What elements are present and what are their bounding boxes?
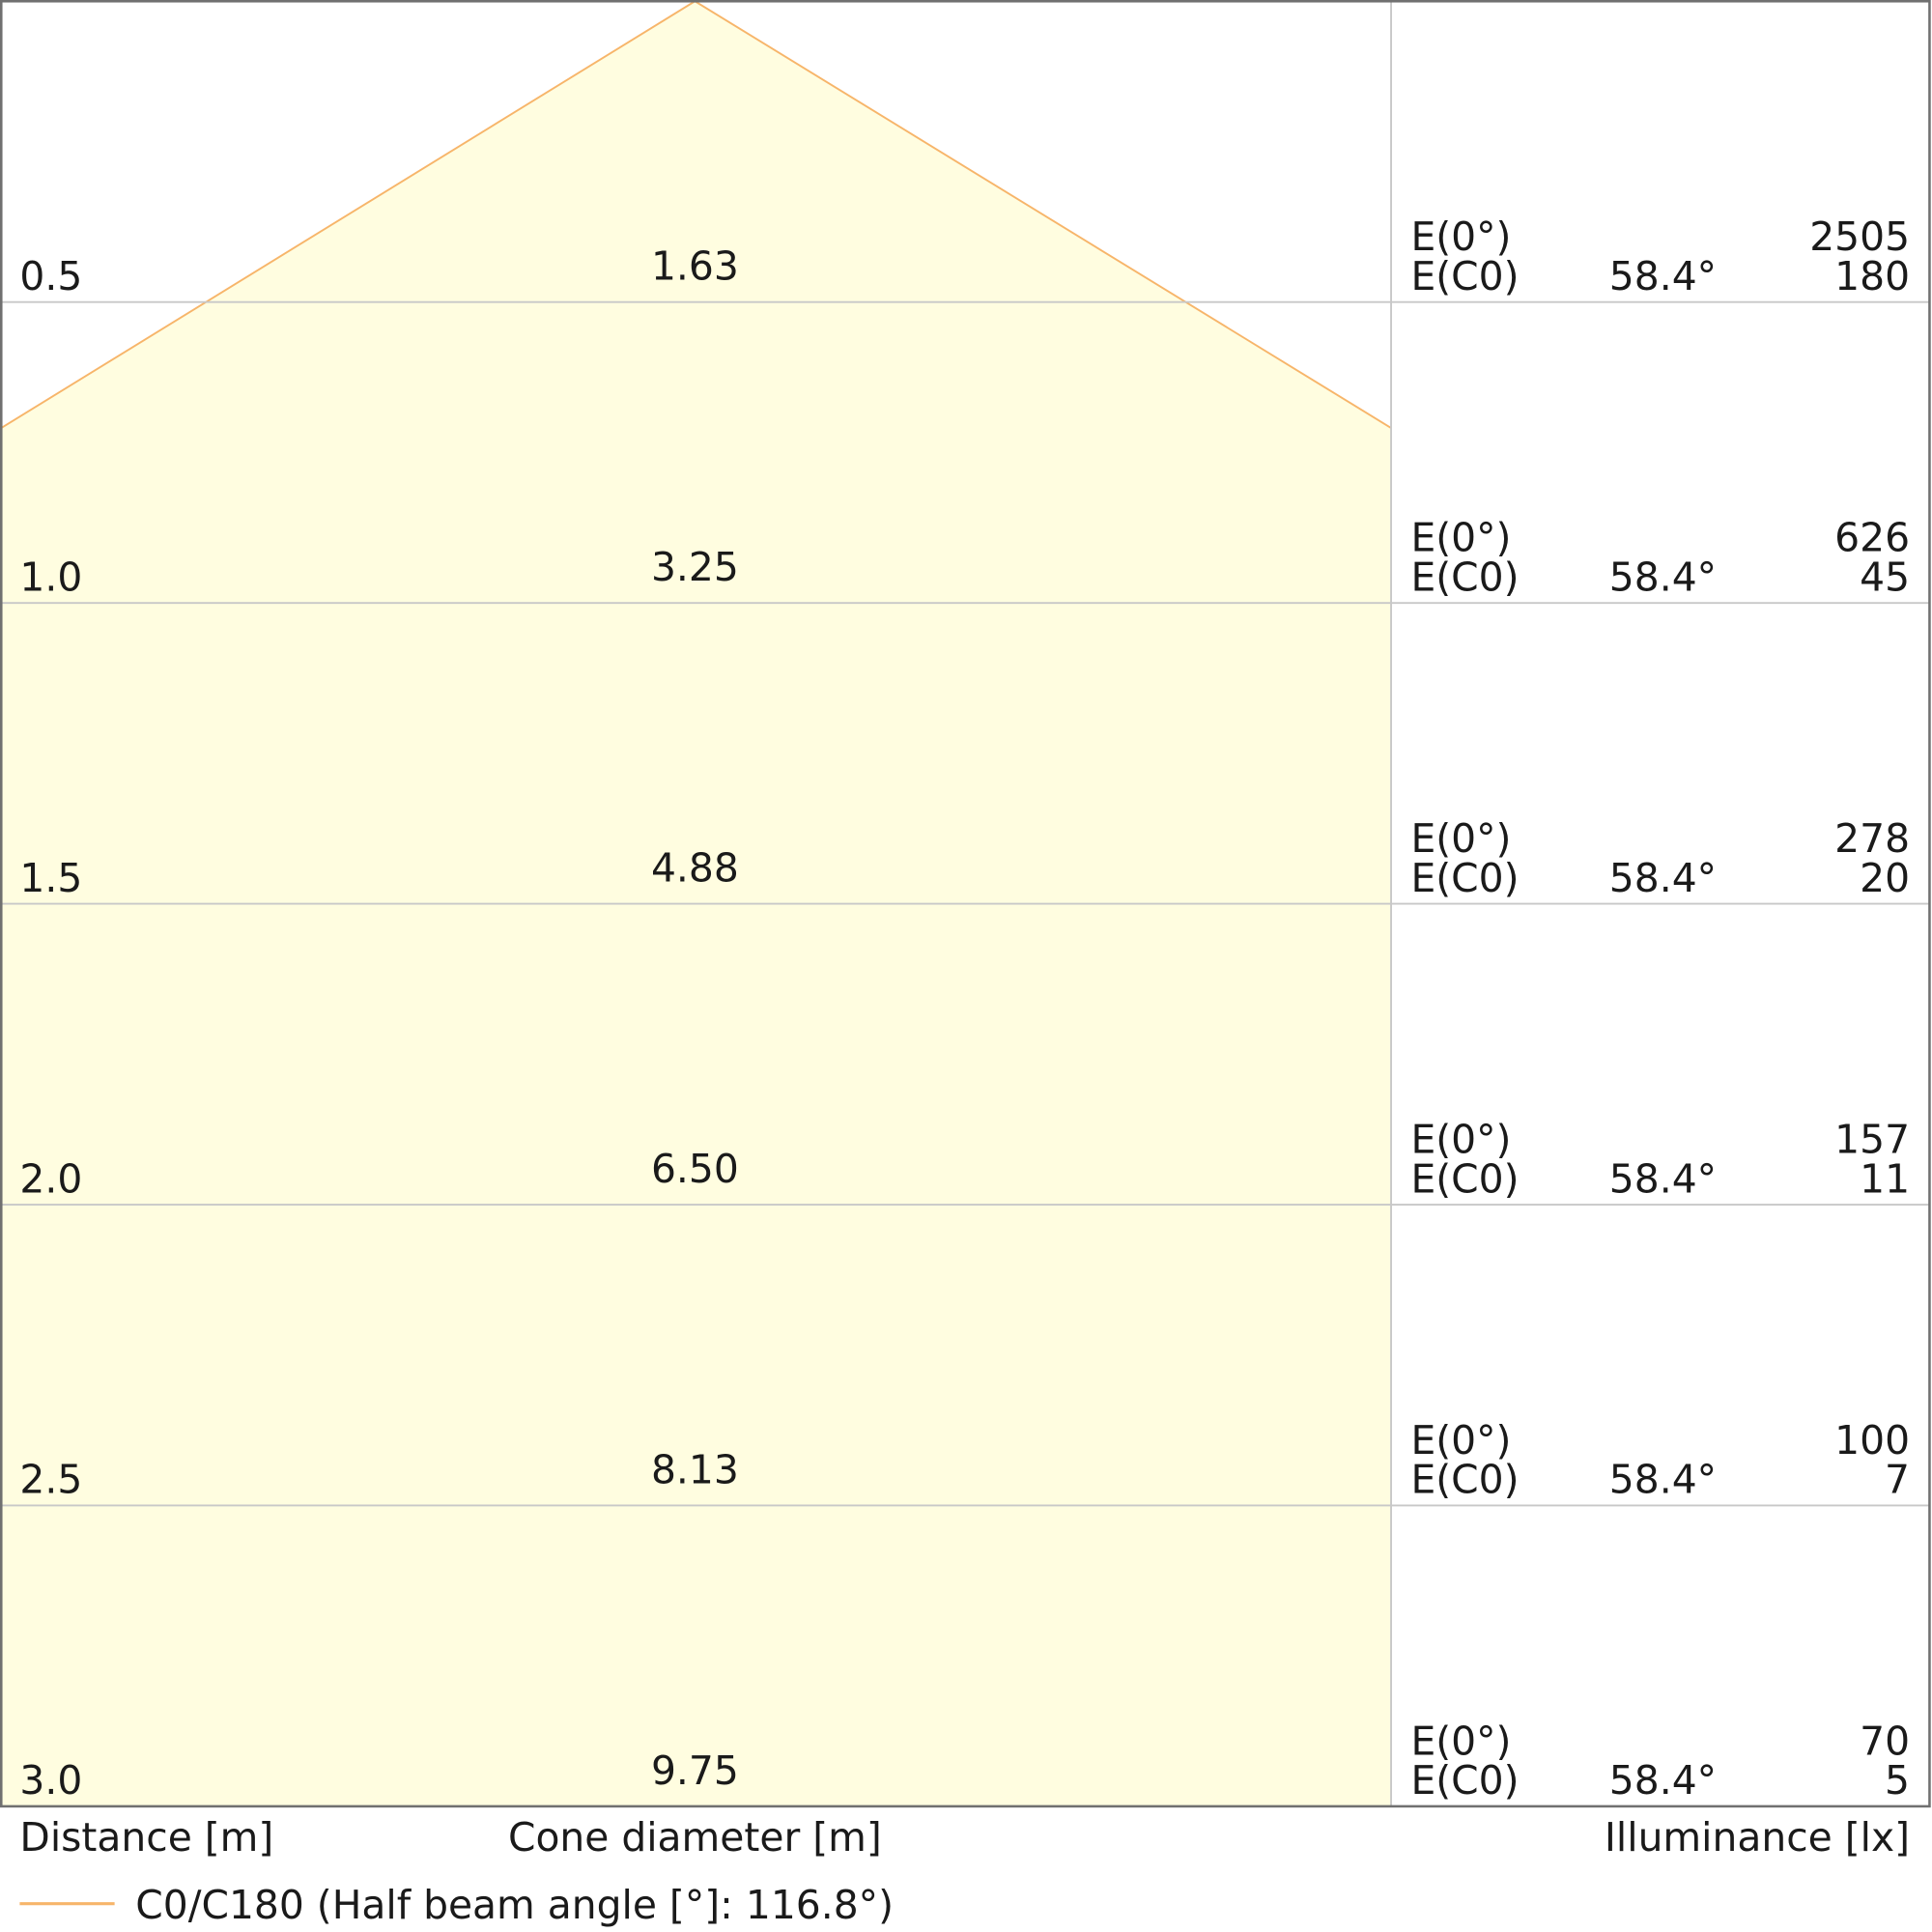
diameter-label: 3.25 [651, 544, 739, 590]
ec0-value: 20 [1860, 855, 1910, 901]
angle-label: 58.4° [1609, 1457, 1717, 1503]
ec0-value: 180 [1834, 253, 1910, 299]
ec0-value: 45 [1860, 554, 1910, 600]
angle-label: 58.4° [1609, 253, 1717, 299]
diameter-label: 9.75 [651, 1747, 739, 1794]
e0-label: E(0°) [1410, 1718, 1511, 1764]
distance-label: 3.0 [19, 1757, 82, 1804]
distance-label: 0.5 [19, 253, 82, 299]
e0-value: 278 [1834, 815, 1910, 862]
ec0-value: 5 [1885, 1757, 1910, 1804]
diameter-label: 6.50 [651, 1146, 739, 1192]
e0-value: 70 [1860, 1718, 1910, 1764]
distance-label: 1.5 [19, 855, 82, 901]
e0-value: 2505 [1809, 213, 1910, 260]
angle-label: 58.4° [1609, 1155, 1717, 1202]
ec0-label: E(C0) [1410, 855, 1519, 901]
ec0-value: 7 [1885, 1457, 1910, 1503]
ec0-value: 11 [1860, 1155, 1910, 1202]
distance-axis-label: Distance [m] [19, 1814, 273, 1861]
e0-label: E(0°) [1410, 515, 1511, 561]
legend-label: C0/C180 (Half beam angle [°]: 116.8°) [135, 1882, 894, 1928]
ec0-label: E(C0) [1410, 1757, 1519, 1804]
ec0-label: E(C0) [1410, 1457, 1519, 1503]
distance-label: 2.5 [19, 1457, 82, 1503]
distance-label: 1.0 [19, 554, 82, 600]
e0-label: E(0°) [1410, 1417, 1511, 1463]
grid-lines [1, 300, 1930, 1507]
e0-value: 626 [1834, 515, 1910, 561]
ec0-label: E(C0) [1410, 554, 1519, 600]
diameter-label: 4.88 [651, 845, 739, 892]
e0-label: E(0°) [1410, 213, 1511, 260]
e0-label: E(0°) [1410, 1116, 1511, 1162]
e0-value: 157 [1834, 1116, 1910, 1162]
ec0-label: E(C0) [1410, 253, 1519, 299]
diameter-axis-label: Cone diameter [m] [508, 1814, 882, 1861]
illuminance-axis-label: Illuminance [lx] [1605, 1814, 1910, 1861]
ec0-label: E(C0) [1410, 1155, 1519, 1202]
diameter-label: 8.13 [651, 1447, 739, 1493]
distance-label: 2.0 [19, 1155, 82, 1202]
diameter-label: 1.63 [651, 243, 739, 290]
angle-label: 58.4° [1609, 1757, 1717, 1804]
angle-label: 58.4° [1609, 554, 1717, 600]
angle-label: 58.4° [1609, 855, 1717, 901]
e0-value: 100 [1834, 1417, 1910, 1463]
chart-border [0, 0, 1931, 1808]
e0-label: E(0°) [1410, 815, 1511, 862]
